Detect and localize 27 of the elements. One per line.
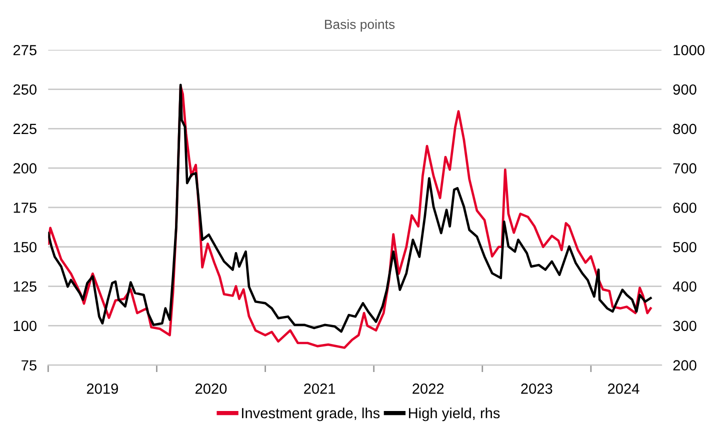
- y2-tick-label: 300: [673, 320, 696, 332]
- y2-tick-label: 400: [672, 281, 696, 292]
- y-tick-label: 175: [14, 202, 36, 213]
- x-tick-label: 2019: [86, 384, 118, 394]
- y2-tick-label: 500: [673, 242, 696, 252]
- legend-label: Investment grade, lhs: [242, 408, 380, 422]
- y2-tick-label: 600: [673, 202, 696, 213]
- y-tick-label: 150: [14, 242, 36, 252]
- y-tick-label: 200: [13, 163, 36, 174]
- x-tick-label: 2021: [304, 384, 336, 394]
- chart-subtitle: Basis points: [325, 19, 395, 32]
- y2-tick-label: 800: [673, 124, 696, 134]
- x-tick-label: 2024: [608, 384, 640, 394]
- y-tick-label: 250: [13, 84, 36, 95]
- y2-tick-label: 200: [673, 360, 696, 370]
- x-tick-label: 2022: [412, 384, 444, 394]
- y2-tick-label: 900: [673, 84, 696, 95]
- y-tick-label: 75: [22, 360, 36, 370]
- y-tick-label: 100: [14, 320, 36, 332]
- y2-tick-label: 700: [673, 163, 696, 174]
- y-tick-label: 275: [13, 44, 36, 56]
- y-tick-label: 125: [14, 281, 36, 292]
- x-tick-label: 2020: [196, 384, 227, 394]
- x-tick-label: 2023: [521, 384, 552, 394]
- y-tick-label: 225: [13, 124, 36, 134]
- y2-tick-label: 1000: [674, 44, 704, 56]
- legend-label: High yield, rhs: [409, 408, 500, 422]
